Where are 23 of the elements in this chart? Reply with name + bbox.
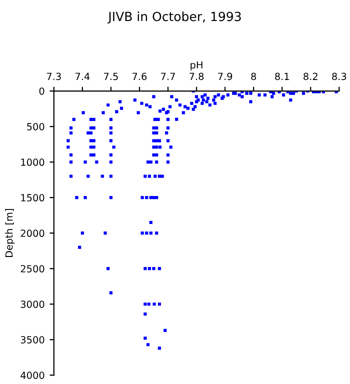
x-tick-label: 7.4 [75, 72, 90, 80]
y-tick-label: 4000 [20, 372, 44, 379]
y-tick-label: 3500 [20, 336, 44, 344]
x-tick-label: 7.7 [161, 72, 175, 80]
y-tick-label: 1500 [21, 194, 44, 202]
y-tick-label: 2500 [20, 265, 44, 272]
y-axis-title: Depth [m] [5, 209, 15, 258]
y-tick-label: 2000 [20, 230, 44, 237]
x-axis-title: pH [190, 61, 202, 70]
y-tick-label: 500 [27, 123, 44, 130]
y-tick-label: 0 [39, 87, 44, 95]
x-tick-label: 7.6 [132, 72, 147, 80]
x-tick-label: 7.5 [104, 72, 118, 80]
chart-title: JIVB in October, 1993 [108, 12, 241, 24]
x-tick-label: 7.3 [46, 72, 61, 80]
x-tick-label: 8.3 [332, 72, 346, 80]
x-tick-label: 8 [251, 72, 256, 80]
x-tick-label: 8.1 [275, 72, 289, 80]
x-tick-label: 7.8 [190, 72, 204, 80]
y-tick-label: 1000 [21, 158, 44, 166]
x-tick-label: 7.9 [218, 72, 232, 80]
x-tick-label: 8.2 [304, 72, 318, 80]
y-tick-label: 3000 [20, 300, 44, 308]
